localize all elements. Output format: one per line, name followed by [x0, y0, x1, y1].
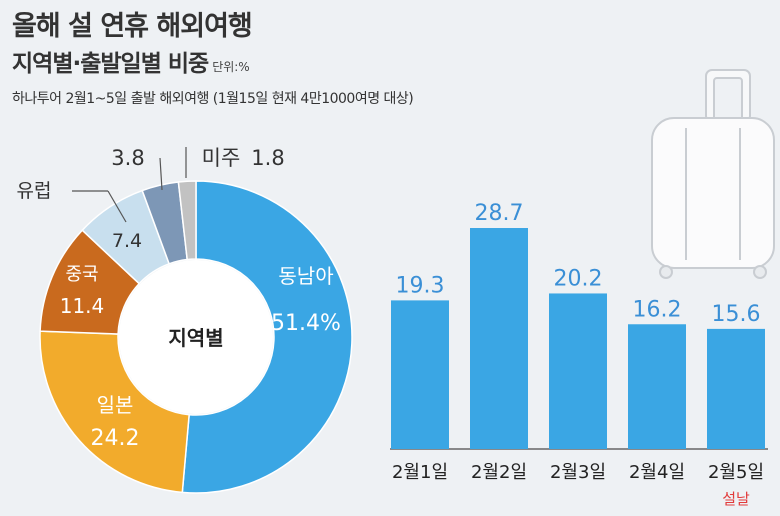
- bar-value-label: 28.7: [475, 201, 524, 226]
- chart-title: 올해 설 연휴 해외여행: [12, 11, 253, 42]
- x-tick-label: 2월2일: [471, 462, 527, 483]
- leader-line: [159, 157, 163, 191]
- slice-label: 일본: [97, 393, 134, 417]
- unit-label: 단위:%: [212, 60, 250, 74]
- slice-value-label: 24.2: [91, 426, 140, 451]
- slice-value-label: 11.4: [60, 294, 105, 318]
- source-note: 하나투어 2월1~5일 출발 해외여행 (1월15일 현재 4만1000여명 대…: [12, 91, 414, 107]
- bar-value-label: 16.2: [633, 297, 682, 322]
- bar: [549, 293, 607, 449]
- bar-value-label: 15.6: [712, 302, 761, 327]
- leader-line: [107, 190, 127, 223]
- chart-subtitle: 지역별·출발일별 비중 단위:%: [12, 44, 250, 78]
- bar: [391, 300, 449, 449]
- bar: [628, 324, 686, 449]
- bar-value-label: 19.3: [396, 273, 445, 298]
- x-tick-label: 2월4일: [629, 462, 685, 483]
- donut-slice: [181, 180, 353, 494]
- x-tick-label: 2월1일: [392, 462, 448, 483]
- x-tick-label: 2월5일: [708, 462, 764, 483]
- subtitle-text: 지역별·출발일별 비중: [12, 51, 209, 77]
- slice-value-label: 51.4%: [271, 311, 341, 336]
- donut-hole: [119, 260, 273, 414]
- slice-label: 미주: [202, 146, 241, 170]
- slice-label: 동남아: [278, 264, 333, 288]
- holiday-annotation: 설날: [722, 490, 750, 508]
- slice-value-label: 3.8: [111, 146, 144, 170]
- donut-center-label: 지역별: [168, 326, 223, 350]
- bar-value-label: 20.2: [554, 266, 603, 291]
- x-tick-label: 2월3일: [550, 462, 606, 483]
- donut-slice: [39, 330, 190, 494]
- slice-label: 유럽: [17, 180, 52, 202]
- slice-value-label: 7.4: [112, 230, 142, 252]
- bar: [707, 328, 765, 449]
- suitcase-icon: [651, 69, 775, 279]
- slice-value-label: 1.8: [251, 146, 284, 170]
- bar: [470, 228, 528, 449]
- donut-slice: [177, 180, 197, 261]
- slice-label: 중국: [65, 264, 98, 285]
